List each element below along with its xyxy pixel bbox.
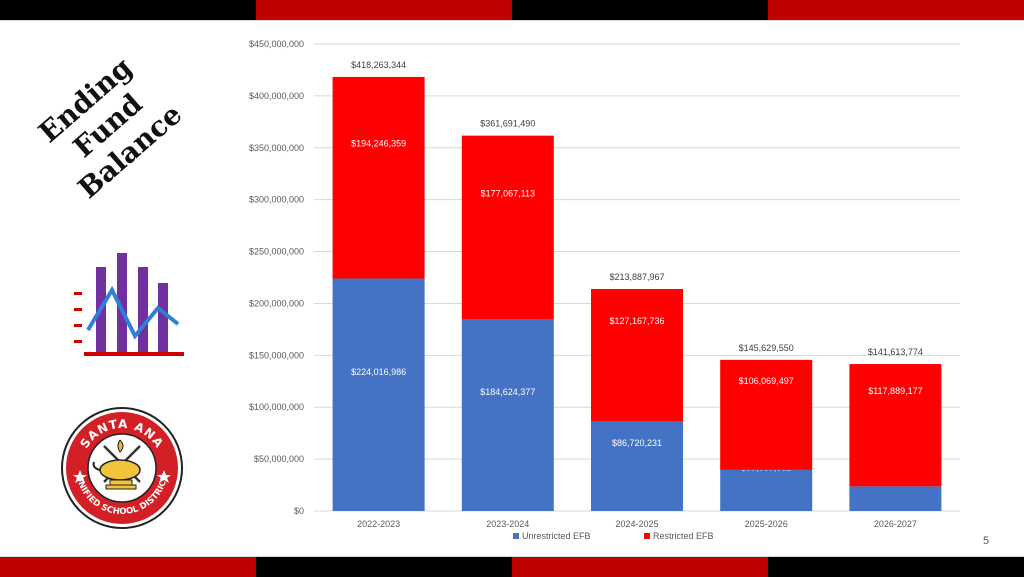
data-label: $117,889,177 (868, 386, 922, 396)
y-tick-label: $250,000,000 (249, 247, 304, 257)
top-color-strip (0, 0, 1024, 21)
x-tick-label: 2023-2024 (486, 519, 529, 529)
data-label: $106,069,497 (739, 376, 794, 386)
legend-swatch (513, 533, 519, 539)
x-tick-label: 2026-2027 (874, 519, 917, 529)
y-tick-label: $50,000,000 (254, 454, 304, 464)
x-tick-label: 2022-2023 (357, 519, 400, 529)
star-icon (73, 470, 87, 483)
bar-line-chart-icon (74, 253, 184, 356)
data-label: $127,167,736 (609, 316, 664, 326)
lamp-icon (92, 439, 141, 490)
star-icon (157, 470, 171, 483)
bar-unrestricted (332, 278, 425, 511)
data-label: $194,246,359 (351, 139, 406, 149)
bar-unrestricted (720, 469, 813, 511)
bar-unrestricted (849, 486, 942, 511)
strip-segment (512, 556, 768, 577)
y-tick-label: $0 (294, 506, 304, 516)
bar-restricted (849, 364, 942, 487)
total-label: $213,887,967 (609, 272, 664, 282)
y-tick-label: $400,000,000 (249, 91, 304, 101)
strip-segment (0, 0, 256, 21)
y-tick-label: $450,000,000 (249, 39, 304, 49)
strip-segment (512, 0, 768, 21)
data-label: $224,016,986 (351, 367, 406, 377)
strip-segment (768, 0, 1024, 21)
strip-segment (0, 556, 256, 577)
slide-number: 5 (982, 535, 990, 547)
strip-segment (256, 556, 512, 577)
strip-segment (256, 0, 512, 21)
legend-label: Restricted EFB (653, 531, 714, 541)
strip-segment (768, 556, 1024, 577)
district-seal-logo: SANTA ANA UNIFIED SCHOOL DISTRICT (61, 407, 183, 529)
y-tick-label: $200,000,000 (249, 298, 304, 308)
bar-restricted (332, 76, 425, 279)
bar-unrestricted (591, 421, 683, 511)
total-label: $141,613,774 (868, 347, 923, 357)
y-tick-label: $100,000,000 (249, 402, 304, 412)
y-tick-label: $150,000,000 (249, 350, 304, 360)
x-tick-label: 2024-2025 (615, 519, 658, 529)
bottom-color-strip (0, 556, 1024, 577)
y-tick-label: $350,000,000 (249, 143, 304, 153)
data-label: $184,624,377 (480, 387, 535, 397)
legend-swatch (644, 533, 650, 539)
bar-restricted (591, 289, 683, 422)
data-label: $86,720,231 (612, 438, 662, 448)
bar-restricted (461, 135, 554, 320)
legend-label: Unrestricted EFB (522, 531, 591, 541)
bar-unrestricted (461, 319, 554, 511)
bar-restricted (720, 359, 813, 470)
y-tick-label: $300,000,000 (249, 195, 304, 205)
total-label: $361,691,490 (480, 119, 535, 129)
x-tick-label: 2025-2026 (745, 519, 788, 529)
total-label: $418,263,344 (351, 60, 406, 70)
ending-fund-balance-chart: $0 $50,000,000 $100,000,000 $150,000,000 $20… (249, 39, 960, 541)
data-label: $177,067,113 (481, 189, 535, 199)
total-label: $145,629,550 (739, 343, 794, 353)
